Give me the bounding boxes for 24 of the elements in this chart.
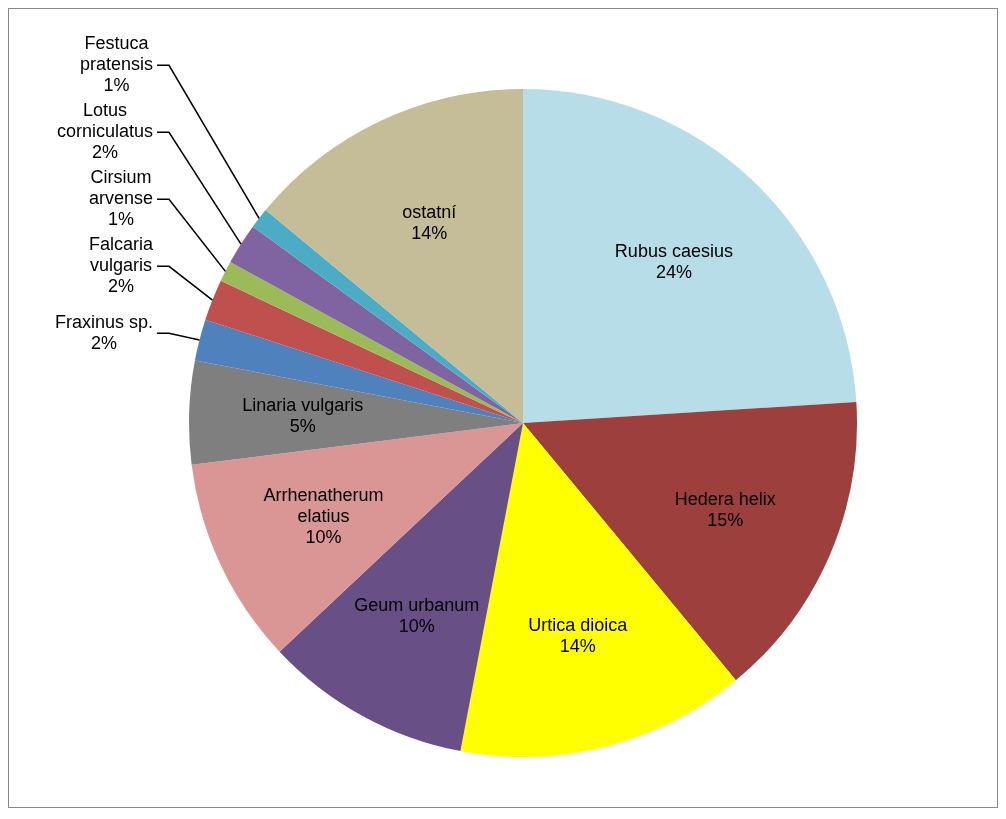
slice-label: Arrhenatherum elatius <box>263 484 384 526</box>
slice-label: Festuca pratensis <box>79 33 153 75</box>
data-label: 2% <box>91 142 118 163</box>
slice-label: Cirsium arvense <box>88 167 153 209</box>
data-label: 14% <box>411 223 448 244</box>
data-label: 5% <box>289 415 316 436</box>
data-label: 15% <box>707 510 744 531</box>
data-label: 1% <box>103 75 130 96</box>
data-label: 1% <box>107 209 134 230</box>
data-label: 10% <box>305 526 342 547</box>
data-label: 14% <box>559 635 596 656</box>
data-label: 24% <box>655 261 692 282</box>
slice-label: Fraxinus sp. <box>54 311 154 332</box>
slice-label: ostatní <box>402 202 457 223</box>
data-label: 2% <box>107 276 134 297</box>
slice-label: Urtica dioica <box>528 614 629 635</box>
data-label: 10% <box>398 615 435 636</box>
slice-label: Lotus corniculatus <box>56 100 153 142</box>
slice-label: Rubus caesius <box>614 240 733 261</box>
slice-label: Hedera helix <box>674 489 776 510</box>
data-label: 2% <box>90 332 117 353</box>
slice-label: Geum urbanum <box>354 594 480 615</box>
slice-label: Falcaria vulgaris <box>88 234 154 276</box>
slice-label: Linaria vulgaris <box>242 394 364 415</box>
